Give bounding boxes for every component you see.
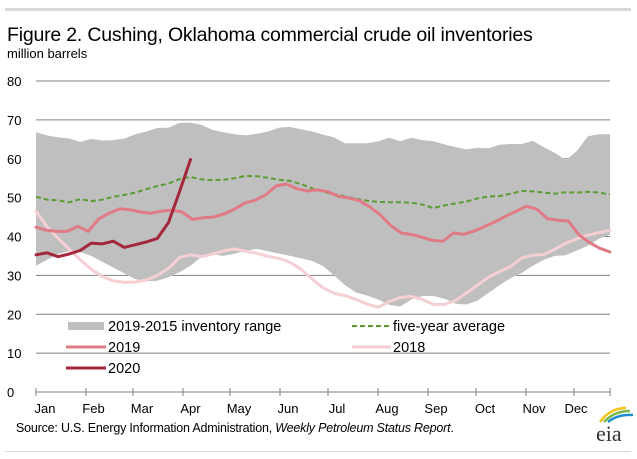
chart-subtitle: million barrels: [7, 46, 88, 61]
x-tick-label-sep: Sep: [424, 401, 447, 416]
y-tick-label-60: 60: [7, 152, 21, 167]
logo-swoosh-blue: [607, 413, 634, 423]
legend-label-avg: five-year average: [393, 319, 505, 335]
y-tick-label-30: 30: [7, 268, 21, 283]
x-tick-label-oct: Oct: [475, 401, 496, 416]
logo-swoosh-yellow: [598, 406, 627, 423]
legend-swatch-range: [68, 322, 104, 330]
chart-title: Figure 2. Cushing, Oklahoma commercial c…: [7, 24, 533, 46]
top-rule: [5, 8, 631, 11]
y-tick-label-0: 0: [7, 385, 14, 400]
legend-label-y2018: 2018: [393, 340, 425, 356]
source-suffix: .: [450, 421, 454, 435]
series-line-y2018: [34, 209, 612, 309]
eia-logo: eia: [596, 406, 634, 444]
source-publication: Weekly Petroleum Status Report: [275, 421, 451, 435]
x-tick-label-jun: Jun: [278, 401, 299, 416]
source-prefix: Source: U.S. Energy Information Administ…: [16, 421, 276, 435]
x-tick-label-mar: Mar: [131, 401, 154, 416]
x-tick-label-apr: Apr: [180, 401, 201, 416]
legend-label-y2019: 2019: [108, 340, 140, 356]
y-tick-label-80: 80: [7, 74, 21, 89]
x-axis: Jan Feb Mar Apr May Jun Jul Aug Sep Oct Nov Dec: [35, 388, 611, 416]
x-tick-label-jan: Jan: [35, 401, 56, 416]
series-line-avg: [35, 174, 611, 210]
y-axis-ticks: 0 10 20 30 40 50 60 70 80: [7, 74, 21, 400]
y-tick-label-20: 20: [7, 307, 21, 322]
legend: 2019-2015 inventory range five-year avera…: [66, 319, 505, 377]
x-tick-label-aug: Aug: [375, 401, 398, 416]
legend-label-range: 2019-2015 inventory range: [108, 319, 281, 335]
y-tick-label-10: 10: [7, 346, 21, 361]
y-tick-label-40: 40: [7, 230, 21, 245]
bottom-rule: [5, 451, 631, 452]
series-line-y2020: [34, 158, 192, 259]
x-tick-label-may: May: [227, 401, 252, 416]
y-tick-label-50: 50: [7, 191, 21, 206]
x-tick-label-feb: Feb: [82, 401, 104, 416]
source-note: Source: U.S. Energy Information Administ…: [16, 421, 454, 435]
series-line-y2019: [34, 182, 612, 254]
x-tick-label-nov: Nov: [522, 401, 546, 416]
logo-swoosh-green: [603, 409, 631, 423]
y-tick-label-70: 70: [7, 113, 21, 128]
x-tick-label-jul: Jul: [329, 401, 346, 416]
x-tick-label-dec: Dec: [564, 401, 588, 416]
legend-label-y2020: 2020: [108, 361, 140, 377]
series-lines: [34, 158, 612, 309]
inventory-range-area: [36, 122, 610, 307]
logo-text: eia: [596, 421, 622, 444]
